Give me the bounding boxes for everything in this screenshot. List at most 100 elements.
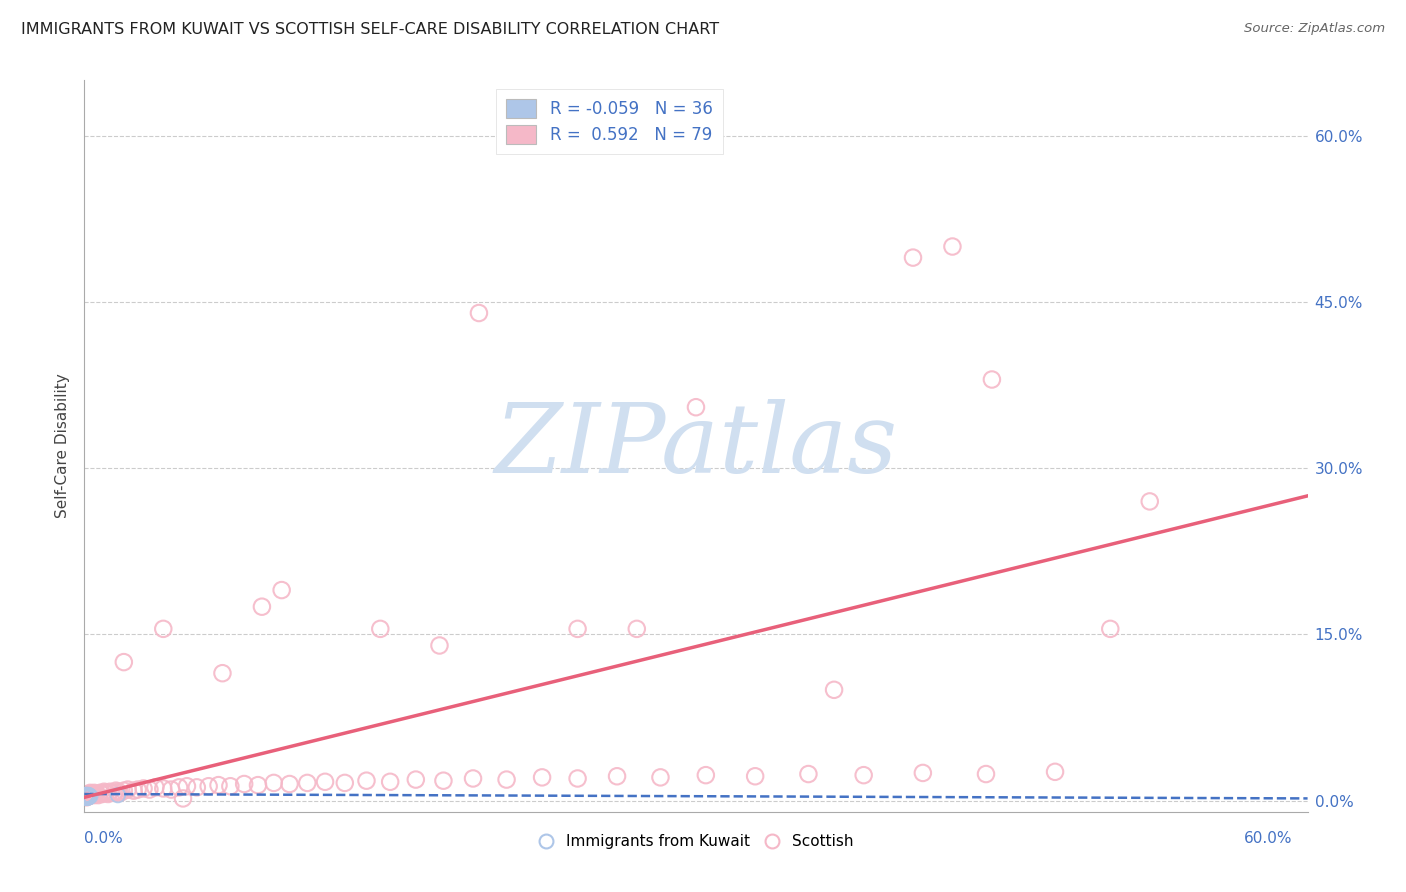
Point <box>432 773 454 788</box>
Point <box>207 778 229 792</box>
Point <box>75 790 97 805</box>
Point <box>1139 494 1161 508</box>
Point <box>1043 764 1066 779</box>
Point <box>980 372 1002 386</box>
Point <box>626 622 648 636</box>
Point <box>911 766 934 780</box>
Point <box>108 786 131 800</box>
Point <box>380 774 402 789</box>
Point <box>77 789 100 804</box>
Point <box>79 788 101 802</box>
Point <box>75 790 97 805</box>
Point <box>75 790 97 805</box>
Point <box>1099 622 1122 636</box>
Point <box>172 791 194 805</box>
Point <box>263 776 285 790</box>
Point <box>176 779 198 793</box>
Point <box>75 788 97 802</box>
Point <box>79 786 101 800</box>
Point <box>75 789 97 804</box>
Point <box>468 306 491 320</box>
Point <box>167 780 190 795</box>
Point <box>75 788 97 802</box>
Point <box>405 772 427 787</box>
Point <box>145 780 167 795</box>
Point <box>138 782 160 797</box>
Point <box>211 666 233 681</box>
Point <box>75 789 97 804</box>
Point <box>75 789 97 804</box>
Point <box>77 788 100 802</box>
Point <box>75 788 97 802</box>
Point <box>246 778 269 792</box>
Point <box>606 769 628 783</box>
Point <box>695 768 717 782</box>
Point <box>75 789 97 804</box>
Point <box>567 622 589 636</box>
Point <box>197 779 219 793</box>
Point <box>75 789 97 804</box>
Point <box>429 639 451 653</box>
Point <box>103 786 125 800</box>
Point <box>82 787 104 801</box>
Point <box>83 788 105 802</box>
Point <box>186 780 208 795</box>
Point <box>77 789 100 804</box>
Point <box>270 583 292 598</box>
Point <box>75 790 97 805</box>
Point <box>75 788 97 802</box>
Text: IMMIGRANTS FROM KUWAIT VS SCOTTISH SELF-CARE DISABILITY CORRELATION CHART: IMMIGRANTS FROM KUWAIT VS SCOTTISH SELF-… <box>21 22 720 37</box>
Point <box>297 776 319 790</box>
Point <box>107 788 129 802</box>
Point <box>122 783 145 797</box>
Point <box>77 790 100 805</box>
Point <box>333 776 356 790</box>
Point <box>77 788 100 802</box>
Text: Source: ZipAtlas.com: Source: ZipAtlas.com <box>1244 22 1385 36</box>
Point <box>77 787 100 801</box>
Point <box>98 785 121 799</box>
Point <box>941 239 963 253</box>
Point <box>901 251 924 265</box>
Point <box>77 790 100 805</box>
Point <box>97 787 120 801</box>
Point <box>744 769 766 783</box>
Legend: Immigrants from Kuwait, Scottish: Immigrants from Kuwait, Scottish <box>531 828 860 855</box>
Point <box>75 790 97 805</box>
Point <box>75 789 97 804</box>
Point <box>685 401 707 415</box>
Point <box>152 622 174 636</box>
Point <box>356 773 378 788</box>
Point <box>77 789 100 804</box>
Point <box>278 777 301 791</box>
Y-axis label: Self-Care Disability: Self-Care Disability <box>55 374 70 518</box>
Point <box>75 789 97 804</box>
Point <box>93 785 115 799</box>
Point <box>75 790 97 805</box>
Point <box>852 768 875 782</box>
Point <box>112 783 135 797</box>
Point <box>75 789 97 804</box>
Point <box>650 770 672 784</box>
Text: 0.0%: 0.0% <box>84 831 124 847</box>
Point <box>104 783 127 797</box>
Point <box>823 682 845 697</box>
Point <box>75 790 97 805</box>
Point <box>75 788 97 802</box>
Point <box>127 782 149 797</box>
Point <box>107 785 129 799</box>
Point <box>87 788 110 802</box>
Point <box>75 789 97 804</box>
Point <box>77 790 100 805</box>
Point <box>77 790 100 805</box>
Point <box>567 772 589 786</box>
Point <box>94 786 117 800</box>
Point <box>117 782 139 797</box>
Point <box>797 767 820 781</box>
Point <box>531 770 554 784</box>
Point <box>75 790 97 805</box>
Point <box>75 788 97 802</box>
Point <box>152 781 174 796</box>
Point <box>250 599 273 614</box>
Point <box>79 789 101 804</box>
